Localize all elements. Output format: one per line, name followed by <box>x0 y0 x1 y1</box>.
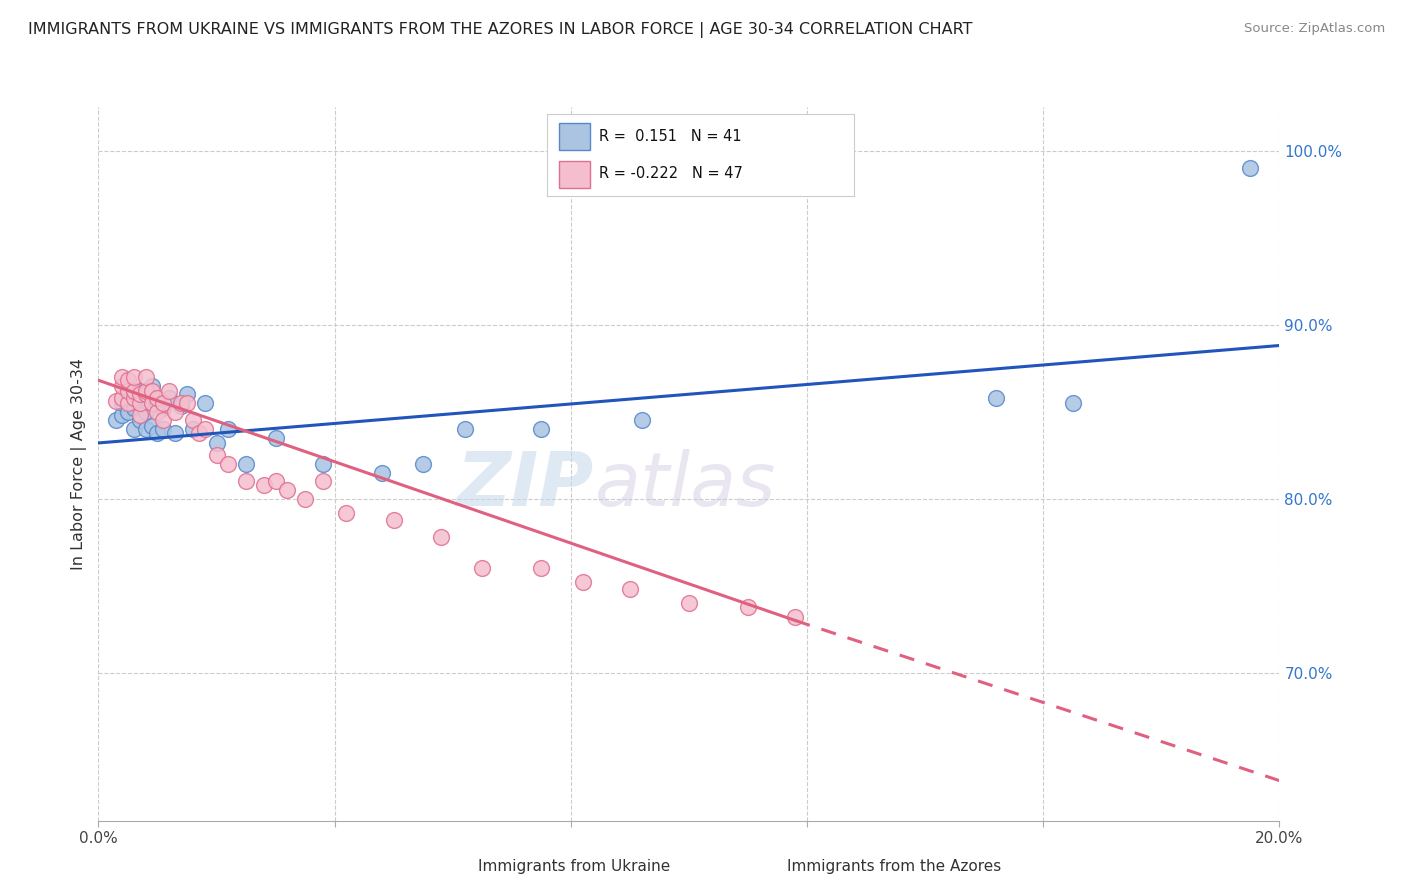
Point <box>165 425 187 440</box>
Point <box>105 413 128 427</box>
Point <box>122 391 145 405</box>
Point <box>235 457 257 471</box>
Point <box>122 369 145 384</box>
Point <box>430 530 453 544</box>
Point <box>128 396 150 410</box>
Point <box>176 396 198 410</box>
Point <box>146 396 169 410</box>
Point <box>141 396 163 410</box>
Point <box>335 506 357 520</box>
Point <box>152 396 174 410</box>
Point <box>382 512 405 526</box>
Point <box>117 384 139 398</box>
Point <box>105 394 128 409</box>
Point <box>170 396 193 410</box>
Point <box>111 369 134 384</box>
Point <box>1062 396 1084 410</box>
Point <box>630 413 652 427</box>
Point <box>117 396 139 410</box>
Point <box>128 396 150 410</box>
Point <box>135 384 157 398</box>
Point <box>194 422 217 436</box>
Point <box>176 387 198 401</box>
Point <box>217 422 239 436</box>
Point <box>135 369 157 384</box>
Point <box>187 425 209 440</box>
Point <box>117 391 139 405</box>
Point <box>152 413 174 427</box>
Point <box>141 418 163 433</box>
Text: atlas: atlas <box>595 450 776 521</box>
Point <box>235 475 257 489</box>
Point <box>217 457 239 471</box>
Point <box>111 396 134 410</box>
Text: Immigrants from Ukraine: Immigrants from Ukraine <box>478 859 671 873</box>
Point <box>194 396 217 410</box>
Point <box>471 561 494 575</box>
Point <box>117 384 139 398</box>
Point <box>984 391 1007 405</box>
Text: Source: ZipAtlas.com: Source: ZipAtlas.com <box>1244 22 1385 36</box>
Point <box>205 448 228 462</box>
Point <box>181 413 204 427</box>
Point <box>135 404 157 418</box>
Point <box>141 384 163 398</box>
Point <box>157 384 180 398</box>
Point <box>117 373 139 387</box>
Point <box>152 422 174 436</box>
Point <box>157 391 180 405</box>
Point <box>141 378 163 392</box>
Point <box>146 404 169 418</box>
Point <box>619 582 641 596</box>
Point <box>165 404 187 418</box>
Point <box>253 477 276 491</box>
Point <box>571 575 593 590</box>
Point <box>141 396 163 410</box>
Point <box>264 431 287 445</box>
Point <box>181 422 204 436</box>
Point <box>111 408 134 422</box>
Point <box>530 422 553 436</box>
Text: Immigrants from the Azores: Immigrants from the Azores <box>787 859 1001 873</box>
Text: IMMIGRANTS FROM UKRAINE VS IMMIGRANTS FROM THE AZORES IN LABOR FORCE | AGE 30-34: IMMIGRANTS FROM UKRAINE VS IMMIGRANTS FR… <box>28 22 973 38</box>
Point <box>170 400 193 414</box>
Text: ZIP: ZIP <box>457 449 595 522</box>
Point <box>135 384 157 398</box>
Point <box>152 401 174 416</box>
Point <box>1239 161 1261 175</box>
Point <box>128 387 150 401</box>
Point <box>135 422 157 436</box>
Point <box>122 387 145 401</box>
Point <box>294 491 316 506</box>
Point <box>312 457 335 471</box>
Point <box>276 483 298 497</box>
Point <box>122 401 145 416</box>
Point <box>146 391 169 405</box>
Point <box>122 384 145 398</box>
Point <box>678 596 700 610</box>
Point <box>453 422 475 436</box>
Point <box>412 457 434 471</box>
Point <box>117 404 139 418</box>
Point <box>111 391 134 405</box>
Point <box>371 466 394 480</box>
Point <box>128 413 150 427</box>
Point <box>146 425 169 440</box>
Point <box>135 387 157 401</box>
Point <box>205 436 228 450</box>
Point <box>264 475 287 489</box>
Point <box>111 378 134 392</box>
Point <box>128 384 150 398</box>
Y-axis label: In Labor Force | Age 30-34: In Labor Force | Age 30-34 <box>72 358 87 570</box>
Point <box>312 475 335 489</box>
Point <box>128 408 150 422</box>
Point <box>122 422 145 436</box>
Point <box>785 610 807 624</box>
Point <box>530 561 553 575</box>
Point <box>737 599 759 614</box>
